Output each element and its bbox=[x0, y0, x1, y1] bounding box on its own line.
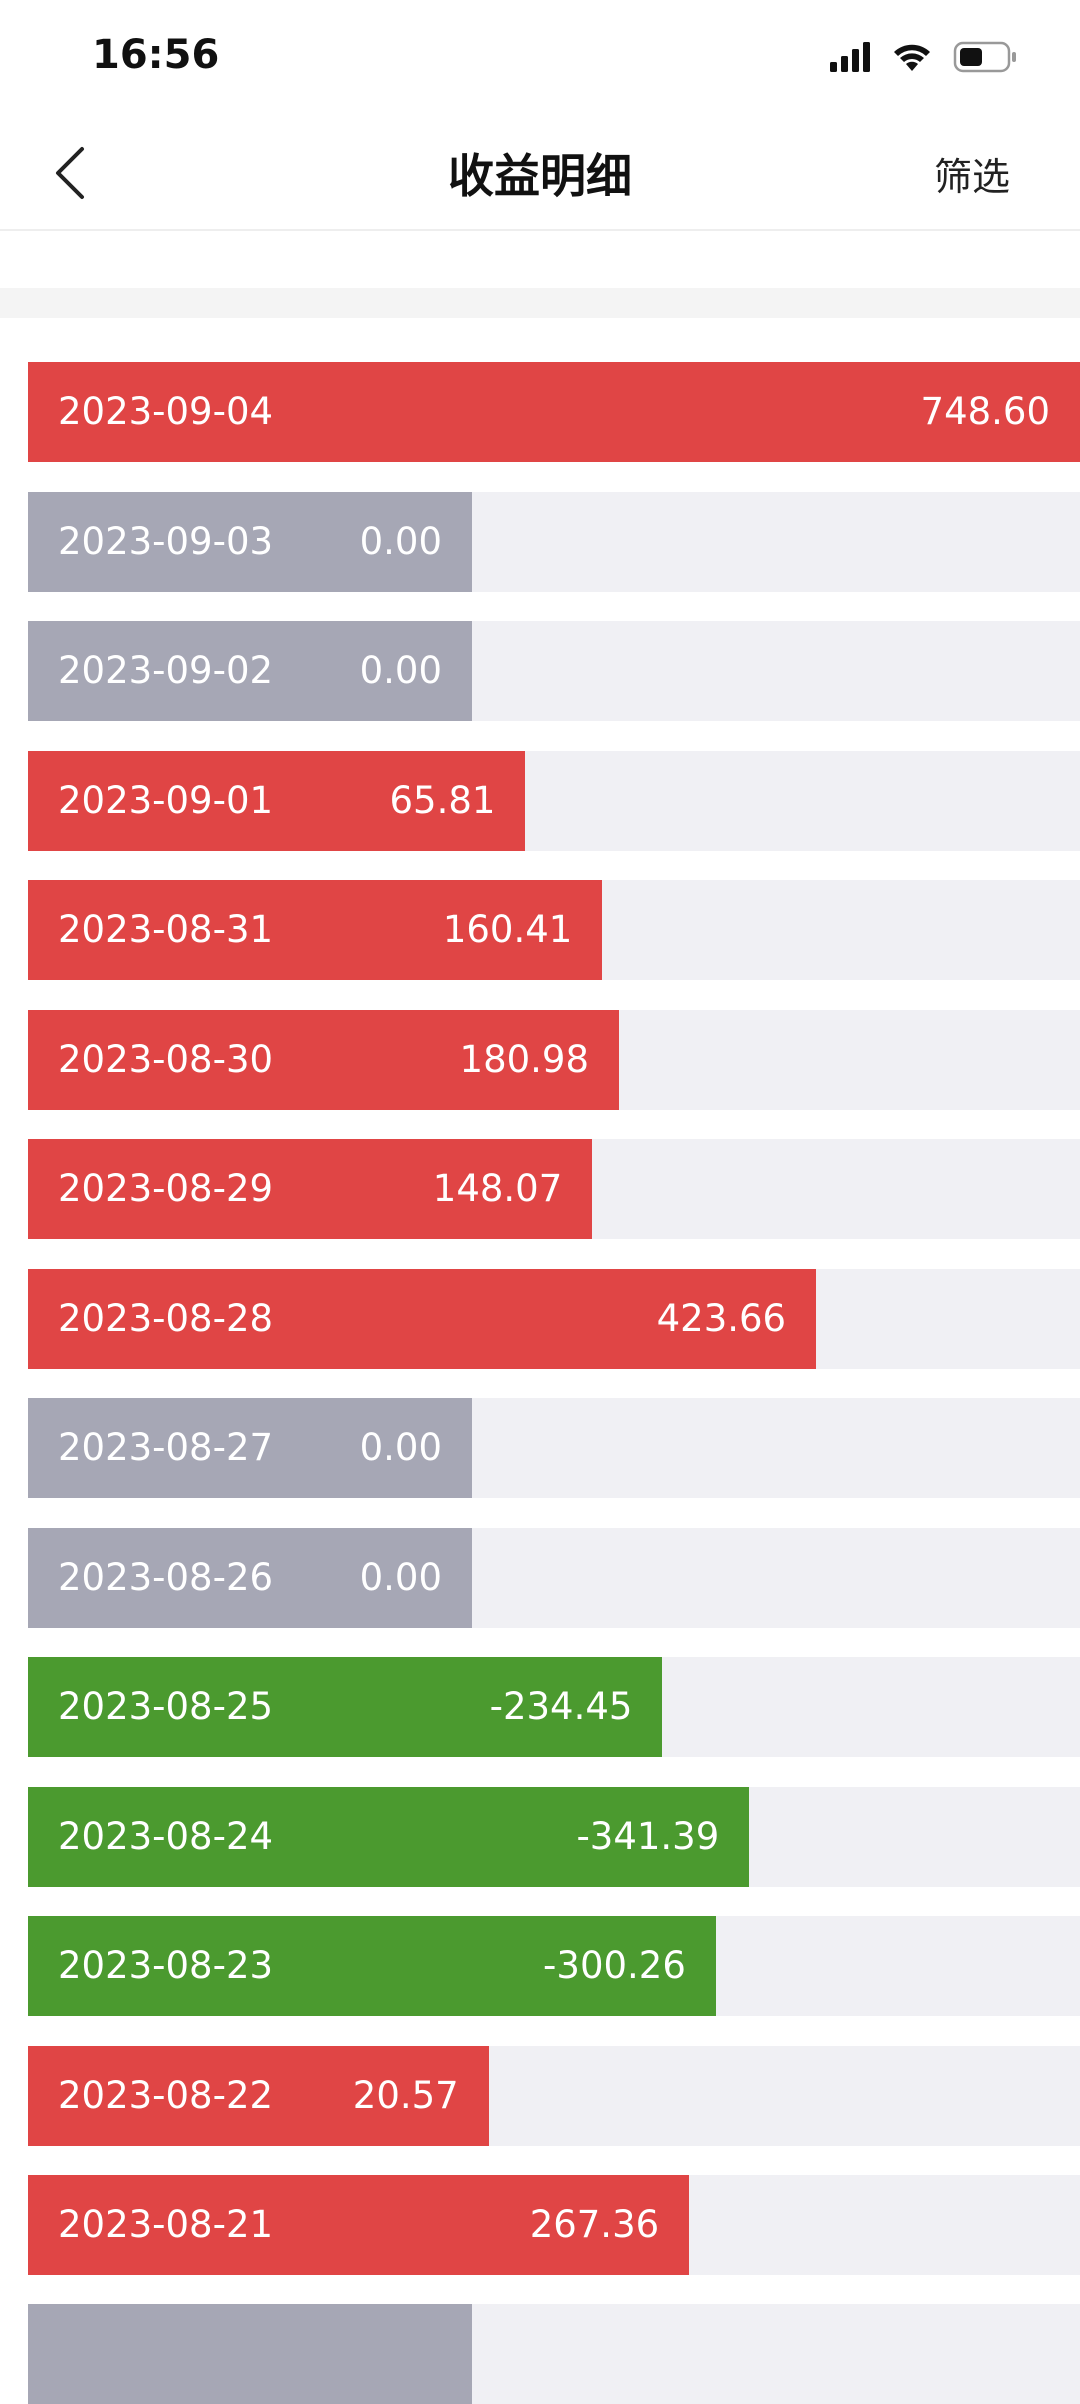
status-time: 16:56 bbox=[92, 32, 220, 78]
row-value: 0.00 bbox=[359, 519, 442, 563]
row-value: 65.81 bbox=[389, 778, 496, 822]
row-date: 2023-08-31 bbox=[58, 908, 274, 951]
bar bbox=[28, 491, 472, 592]
bar bbox=[28, 2175, 690, 2275]
row-value: 748.60 bbox=[920, 390, 1050, 433]
bar bbox=[28, 621, 472, 721]
row-date: 2023-09-04 bbox=[58, 390, 274, 433]
bar bbox=[28, 1657, 663, 1757]
bar bbox=[28, 750, 526, 851]
row: 2023-09-03 0.00 bbox=[28, 491, 1080, 592]
row: 2023-08-30 180.98 bbox=[28, 1009, 1080, 1110]
row-value: 0.00 bbox=[359, 1555, 442, 1599]
row-date: 2023-08-25 bbox=[58, 1685, 274, 1728]
filter-button[interactable]: 筛选 bbox=[933, 155, 1010, 199]
separator-band bbox=[0, 288, 1080, 318]
row-value: 180.98 bbox=[459, 1037, 589, 1081]
status-icons bbox=[830, 41, 1016, 73]
bar bbox=[28, 1527, 472, 1628]
row-value: 0.00 bbox=[359, 649, 442, 692]
screen: 16:56 收益明细 筛选 2023-09-04 748.60 2023-09-03… bbox=[0, 32, 1080, 2404]
row-date: 2023-09-02 bbox=[58, 649, 274, 692]
row: 2023-08-22 20.57 bbox=[28, 2045, 1080, 2146]
partial-row bbox=[28, 2304, 1080, 2404]
bar bbox=[28, 1398, 472, 1498]
row: 2023-09-04 748.60 bbox=[28, 362, 1080, 462]
back-button[interactable] bbox=[50, 145, 90, 201]
row-value: -341.39 bbox=[576, 1814, 720, 1858]
page-title: 收益明细 bbox=[448, 149, 632, 203]
row: 2023-08-24 -341.39 bbox=[28, 1786, 1080, 1887]
row-date: 2023-08-29 bbox=[58, 1167, 274, 1210]
row-date: 2023-08-24 bbox=[58, 1814, 274, 1858]
bar bbox=[28, 1009, 619, 1110]
row: 2023-08-23 -300.26 bbox=[28, 1916, 1080, 2016]
row-date: 2023-08-28 bbox=[58, 1296, 274, 1340]
row: 2023-08-29 148.07 bbox=[28, 1139, 1080, 1239]
bar bbox=[28, 1916, 716, 2016]
bar bbox=[28, 2045, 489, 2146]
row: 2023-08-25 -234.45 bbox=[28, 1657, 1080, 1757]
row: 2023-09-01 65.81 bbox=[28, 750, 1080, 851]
row-date: 2023-09-01 bbox=[58, 778, 274, 822]
row-value: 160.41 bbox=[442, 908, 573, 951]
row-value: 267.36 bbox=[529, 2203, 660, 2246]
row-value: -300.26 bbox=[543, 1944, 686, 1987]
row: 2023-09-02 0.00 bbox=[28, 621, 1080, 721]
row-date: 2023-08-26 bbox=[58, 1555, 274, 1599]
row-value: 423.66 bbox=[656, 1296, 787, 1340]
row-value: 20.57 bbox=[352, 2073, 459, 2117]
bar bbox=[28, 1268, 817, 1369]
row-value: 148.07 bbox=[432, 1167, 563, 1210]
row-date: 2023-09-03 bbox=[58, 519, 274, 563]
row-date: 2023-08-30 bbox=[58, 1037, 274, 1081]
row: 2023-08-31 160.41 bbox=[28, 880, 1080, 980]
partial-bar bbox=[28, 2304, 472, 2404]
bar bbox=[28, 880, 603, 980]
row: 2023-08-26 0.00 bbox=[28, 1527, 1080, 1628]
row: 2023-08-21 267.36 bbox=[28, 2175, 1080, 2275]
row-value: -234.45 bbox=[489, 1685, 633, 1728]
row-date: 2023-08-27 bbox=[58, 1426, 274, 1469]
bar bbox=[28, 362, 1080, 462]
row-date: 2023-08-22 bbox=[58, 2073, 274, 2117]
row-date: 2023-08-21 bbox=[58, 2203, 274, 2246]
bar bbox=[28, 1139, 593, 1239]
bar bbox=[28, 1786, 750, 1887]
row: 2023-08-28 423.66 bbox=[28, 1268, 1080, 1369]
row: 2023-08-27 0.00 bbox=[28, 1398, 1080, 1498]
row-date: 2023-08-23 bbox=[58, 1944, 274, 1987]
divider bbox=[0, 229, 1080, 231]
row-value: 0.00 bbox=[359, 1426, 442, 1469]
